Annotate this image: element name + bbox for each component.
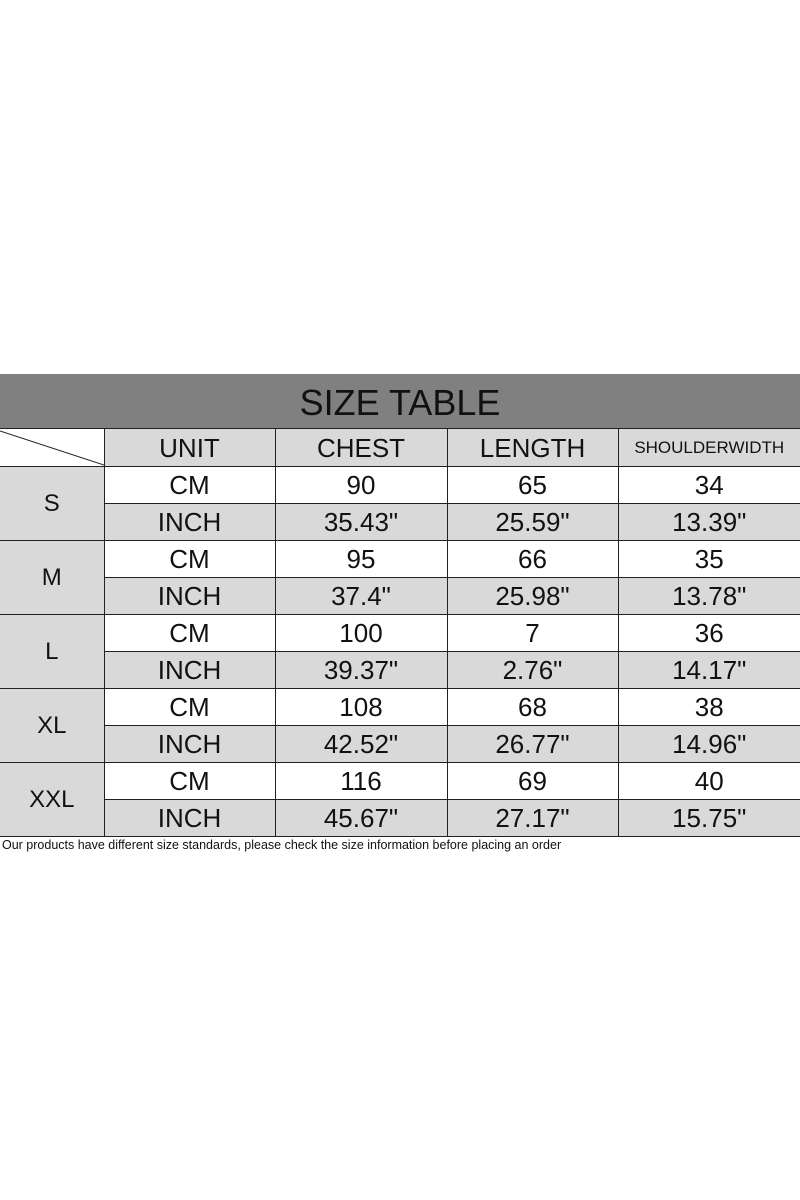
size-table: UNIT CHEST LENGTH SHOULDERWIDTH S CM 90 65 3… [0,428,800,837]
table-row: M CM 95 66 35 [0,540,800,615]
size-label: M [0,540,105,615]
shoulder-cell: 35 [617,540,800,578]
shoulder-cell: 36 [617,614,800,652]
table-row: INCH 37.4" 25.98" 13.78" [0,577,800,615]
header-shoulderwidth: SHOULDERWIDTH [617,428,800,467]
chest-cell: 95 [274,540,448,578]
header-row: UNIT CHEST LENGTH SHOULDERWIDTH [0,428,800,467]
chest-cell: 100 [274,614,448,652]
table-row: INCH 45.67" 27.17" 15.75" [0,799,800,837]
unit-cell: INCH [104,799,276,837]
unit-cell: CM [103,540,276,578]
unit-cell: CM [103,466,276,504]
size-label: XXL [0,762,105,837]
shoulder-cell: 13.78" [617,577,800,615]
shoulder-cell: 14.17" [617,651,800,689]
unit-cell: INCH [104,725,276,763]
chest-cell: 116 [274,762,448,800]
table-row: INCH 42.52" 26.77" 14.96" [0,725,800,763]
corner-cell [0,428,105,467]
unit-cell: CM [103,688,276,726]
length-cell: 68 [446,688,619,726]
table-row: L CM 100 7 36 [0,614,800,689]
unit-cell: INCH [104,577,276,615]
length-cell: 26.77" [446,725,619,763]
shoulder-cell: 38 [617,688,800,726]
size-label: S [0,466,105,541]
length-cell: 25.59" [446,503,619,541]
unit-cell: CM [103,762,276,800]
chest-cell: 45.67" [274,799,448,837]
chest-cell: 37.4" [274,577,448,615]
length-cell: 65 [446,466,619,504]
chest-cell: 90 [274,466,448,504]
diagonal-line-icon [0,430,104,466]
shoulder-cell: 13.39" [617,503,800,541]
unit-cell: INCH [104,503,276,541]
unit-cell: INCH [104,651,276,689]
chest-cell: 108 [274,688,448,726]
size-label: L [0,614,105,689]
length-cell: 66 [446,540,619,578]
shoulder-cell: 40 [617,762,800,800]
shoulder-cell: 34 [617,466,800,504]
length-cell: 2.76" [446,651,619,689]
length-cell: 27.17" [446,799,619,837]
table-row: S CM 90 65 34 [0,466,800,541]
size-label: XL [0,688,105,763]
header-chest: CHEST [274,428,448,467]
length-cell: 7 [446,614,619,652]
table-title: SIZE TABLE [0,374,800,428]
unit-cell: CM [103,614,276,652]
length-cell: 25.98" [446,577,619,615]
chest-cell: 42.52" [274,725,448,763]
header-length: LENGTH [446,428,619,467]
shoulder-cell: 14.96" [617,725,800,763]
table-row: INCH 35.43" 25.59" 13.39" [0,503,800,541]
table-row: XL CM 108 68 38 [0,688,800,763]
shoulder-cell: 15.75" [617,799,800,837]
table-row: XXL CM 116 69 40 [0,762,800,837]
header-unit: UNIT [103,428,276,467]
size-note: Our products have different size standar… [2,838,562,852]
table-row: INCH 39.37" 2.76" 14.17" [0,651,800,689]
chest-cell: 39.37" [274,651,448,689]
chest-cell: 35.43" [274,503,448,541]
length-cell: 69 [446,762,619,800]
